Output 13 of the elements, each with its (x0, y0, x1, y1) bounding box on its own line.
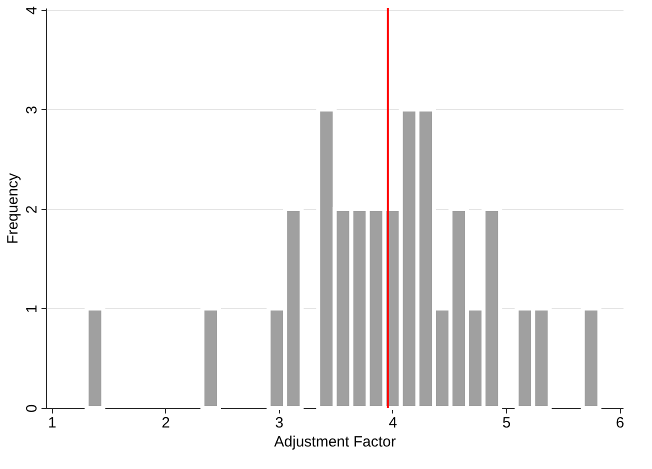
y-tick-label: 1 (24, 304, 40, 314)
y-tick-label: 0 (24, 404, 40, 413)
x-tick-label: 4 (388, 414, 398, 432)
x-tick-label: 5 (502, 414, 511, 432)
x-tick-label: 2 (162, 414, 170, 432)
x-tick-label: 3 (275, 414, 284, 432)
y-axis-title: Frequency (4, 172, 22, 244)
y-tick-label: 3 (24, 106, 40, 114)
y-tick-label: 4 (24, 6, 40, 15)
x-tick-label: 6 (616, 414, 624, 432)
y-tick-label: 2 (24, 205, 40, 214)
x-tick-label: 1 (48, 414, 56, 432)
x-axis-title: Adjustment Factor (274, 434, 396, 450)
